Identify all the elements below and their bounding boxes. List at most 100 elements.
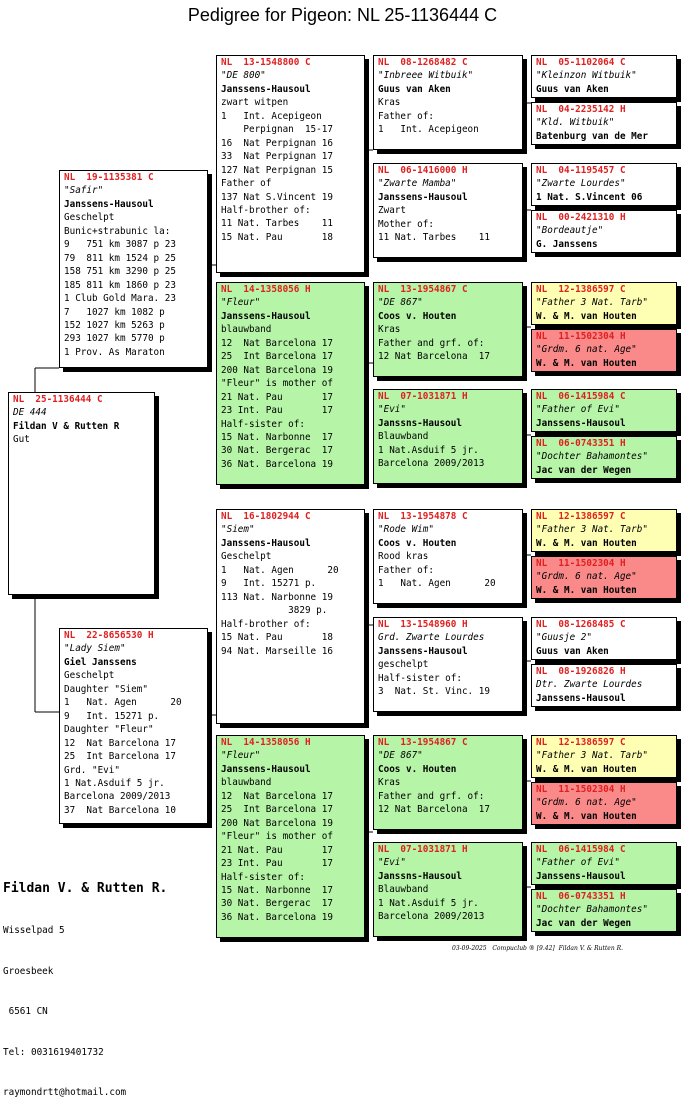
pedigree-card-sire[interactable]: NL 19-1135381 C "Safir" Janssens-Hausoul Ge… (59, 170, 208, 368)
pedigree-card-gen5-16[interactable]: NL 06-0743351 H "Dochter Bahamontes" Jac v… (531, 889, 677, 932)
pedigree-card-sire-dam[interactable]: NL 14-1358056 H "Fleur" Janssens-Hausoul bl… (216, 282, 365, 485)
pedigree-card-gen5-3[interactable]: NL 04-1195457 C "Zwarte Lourdes" 1 Nat. S.… (531, 163, 677, 206)
ring-number: NL 13-1954867 C (378, 737, 468, 748)
pedigree-card-gen5-12[interactable]: NL 08-1926826 H Dtr. Zwarte Lourdes Jansse… (531, 664, 677, 707)
pedigree-detail-line: Kras (378, 97, 401, 109)
pedigree-detail-line: 3 Nat. St. Vinc. 19 (378, 686, 490, 698)
pedigree-card-gen4-1[interactable]: NL 08-1268482 C "Inbreee Witbuik" Guus van… (373, 55, 523, 150)
breeder-zip: 6561 CN (3, 1006, 48, 1017)
owner-name: Jac van der Wegen (536, 464, 632, 476)
pedigree-detail-line: Half-sister of: (221, 418, 305, 430)
pedigree-detail-line: Daughter "Siem" (64, 683, 148, 695)
pigeon-name: "Grdm. 6 nat. Age" (536, 797, 637, 809)
pigeon-name: "Lady Siem" (64, 643, 126, 655)
pedigree-detail-line: 36 Nat. Barcelona 19 (221, 911, 333, 923)
ring-number: NL 08-1268482 C (378, 57, 468, 68)
pigeon-name: "Rode Wim" (378, 524, 434, 536)
pedigree-card-dam[interactable]: NL 22-8656530 H "Lady Siem" Giel Janssens G… (59, 628, 208, 824)
pedigree-card-gen5-2[interactable]: NL 04-2235142 H "Kld. Witbuik" Batenburg v… (531, 102, 677, 145)
pedigree-detail-line: Blauwband (378, 884, 429, 896)
pedigree-card-gen5-1[interactable]: NL 05-1102064 C "Kleinzon Witbuik" Guus va… (531, 55, 677, 98)
pigeon-name: Grd. Zwarte Lourdes (378, 632, 485, 644)
pedigree-detail-line: 21 Nat. Pau 17 (221, 391, 333, 403)
breeder-email[interactable]: raymondrtt@hotmail.com (3, 1087, 127, 1098)
breeder-name: Fildan V. & Rutten R. (3, 881, 168, 896)
pedigree-card-gen5-11[interactable]: NL 08-1268485 C "Guusje 2" Guus van Aken (531, 617, 677, 660)
ring-number: NL 22-8656530 H (64, 630, 154, 641)
pigeon-name: "Zwarte Lourdes" (536, 178, 626, 190)
pigeon-name: "Kleinzon Witbuik" (536, 70, 637, 82)
pedigree-card-gen5-6[interactable]: NL 11-1502304 H "Grdm. 6 nat. Age" W. & M.… (531, 329, 677, 372)
pedigree-detail-line: 23 Int. Pau 17 (221, 405, 333, 417)
owner-name: Fildan V & Rutten R (13, 420, 120, 432)
pedigree-card-sire-sire[interactable]: NL 13-1548800 C "DE 800" Janssens-Hausoul z… (216, 55, 365, 273)
pedigree-card-gen4-3[interactable]: NL 13-1954867 C "DE 867" Coos v. Houten Kra… (373, 282, 523, 377)
pedigree-detail-line: Perpignan 15-17 (221, 124, 333, 136)
pedigree-card-gen4-8[interactable]: NL 07-1031871 H "Evi" Janssns-Hausoul Blauw… (373, 842, 523, 937)
pedigree-detail-line: Blauwband (378, 431, 429, 443)
pigeon-name: "Siem" (221, 524, 255, 536)
pedigree-card-gen4-4[interactable]: NL 07-1031871 H "Evi" Janssns-Hausoul Blauw… (373, 389, 523, 484)
pedigree-detail-line: 15 Nat. Pau 18 (221, 231, 333, 243)
pedigree-detail-line: 12 Nat Barcelona 17 (378, 804, 490, 816)
pedigree-detail-line: 21 Nat. Pau 17 (221, 844, 333, 856)
breeder-phone: Tel: 0031619401732 (3, 1046, 104, 1058)
pedigree-detail-line: 15 Nat. Narbonne 17 (221, 884, 333, 896)
pedigree-card-gen5-14[interactable]: NL 11-1502304 H "Grdm. 6 nat. Age" W. & M.… (531, 782, 677, 825)
ring-number: NL 07-1031871 H (378, 844, 468, 855)
pigeon-name: "Evi" (378, 404, 406, 416)
pedigree-detail-line: 11 Nat. Tarbes 11 (378, 232, 490, 244)
pedigree-card-dam-sire[interactable]: NL 16-1802944 C "Siem" Janssens-Hausoul Ges… (216, 509, 365, 724)
pedigree-detail-line: Kras (378, 777, 401, 789)
pedigree-card-gen4-2[interactable]: NL 06-1416000 H "Zwarte Mamba" Janssens-Ha… (373, 163, 523, 258)
owner-name: W. & M. van Houten (536, 537, 637, 549)
pedigree-card-gen4-6[interactable]: NL 13-1548960 H Grd. Zwarte Lourdes Jansse… (373, 617, 523, 712)
pedigree-detail-line: 1 Nat. Agen 20 (64, 697, 182, 709)
footer-credit: 03-09-2025 Compuclub ® [9.42] Fildan V. … (452, 945, 624, 952)
pedigree-card-gen5-4[interactable]: NL 00-2421310 H "Bordeautje" G. Janssens (531, 210, 677, 253)
pedigree-detail-line: Daughter "Fleur" (64, 724, 154, 736)
pedigree-card-gen4-5[interactable]: NL 13-1954878 C "Rode Wim" Coos v. Houten R… (373, 509, 523, 604)
pedigree-detail-line: Half-brother of: (221, 204, 311, 216)
owner-name: Batenburg van de Mer (536, 130, 648, 142)
pedigree-detail-line: Barcelona 2009/2013 (64, 791, 171, 803)
owner-name: Janssns-Hausoul (378, 417, 462, 429)
owner-name: W. & M. van Houten (536, 310, 637, 322)
pedigree-detail-line: 94 Nat. Marseille 16 (221, 645, 333, 657)
pedigree-detail-line: 23 Int. Pau 17 (221, 858, 333, 870)
pedigree-detail-line: Rood kras (378, 551, 429, 563)
owner-name: Coos v. Houten (378, 310, 457, 322)
pedigree-card-subject[interactable]: NL 25-1136444 C DE 444 Fildan V & Rutten R… (8, 392, 155, 595)
pedigree-card-gen5-10[interactable]: NL 11-1502304 H "Grdm. 6 nat. Age" W. & M.… (531, 556, 677, 599)
pedigree-connector-lines (34, 102, 531, 888)
pedigree-card-gen5-5[interactable]: NL 12-1386597 C "Father 3 Nat. Tarb" W. & … (531, 282, 677, 325)
ring-number: NL 05-1102064 C (536, 57, 626, 68)
ring-number: NL 00-2421310 H (536, 212, 626, 223)
ring-number: NL 06-1415984 C (536, 844, 626, 855)
owner-name: W. & M. van Houten (536, 357, 637, 369)
pedigree-detail-line: blauwband (221, 324, 272, 336)
pedigree-card-gen5-7[interactable]: NL 06-1415984 C "Father of Evi" Janssens-H… (531, 389, 677, 432)
breeder-street: Wisselpad 5 (3, 925, 65, 936)
pedigree-detail-line: 1 Nat.Asduif 5 jr. (64, 777, 165, 789)
pedigree-detail-line: 15 Nat. Pau 18 (221, 632, 333, 644)
pedigree-card-gen5-15[interactable]: NL 06-1415984 C "Father of Evi" Janssens-H… (531, 842, 677, 885)
pedigree-card-dam-dam[interactable]: NL 14-1358056 H "Fleur" Janssens-Hausoul bl… (216, 735, 365, 938)
owner-name: Janssens-Hausoul (221, 310, 311, 322)
ring-number: NL 13-1548800 C (221, 57, 311, 68)
pedigree-card-gen5-8[interactable]: NL 06-0743351 H "Dochter Bahamontes" Jac v… (531, 436, 677, 479)
pedigree-detail-line: Bunic+strabunic la: (64, 225, 171, 237)
pedigree-card-gen5-9[interactable]: NL 12-1386597 C "Father 3 Nat. Tarb" W. & … (531, 509, 677, 552)
pedigree-detail-line: Half-brother of: (221, 618, 311, 630)
pigeon-name: "DE 867" (378, 750, 423, 762)
owner-name: W. & M. van Houten (536, 763, 637, 775)
owner-name: Janssens-Hausoul (536, 692, 626, 704)
pedigree-detail-line: 37 Nat Barcelona 10 (64, 804, 176, 816)
pigeon-name: "Grdm. 6 nat. Age" (536, 344, 637, 356)
pigeon-name: "DE 800" (221, 70, 266, 82)
owner-name: W. & M. van Houten (536, 584, 637, 596)
pedigree-card-gen4-7[interactable]: NL 13-1954867 C "DE 867" Coos v. Houten Kra… (373, 735, 523, 830)
ring-number: NL 19-1135381 C (64, 172, 154, 183)
pedigree-detail-line: Geschelpt (64, 212, 115, 224)
pedigree-card-gen5-13[interactable]: NL 12-1386597 C "Father 3 Nat. Tarb" W. & … (531, 735, 677, 778)
